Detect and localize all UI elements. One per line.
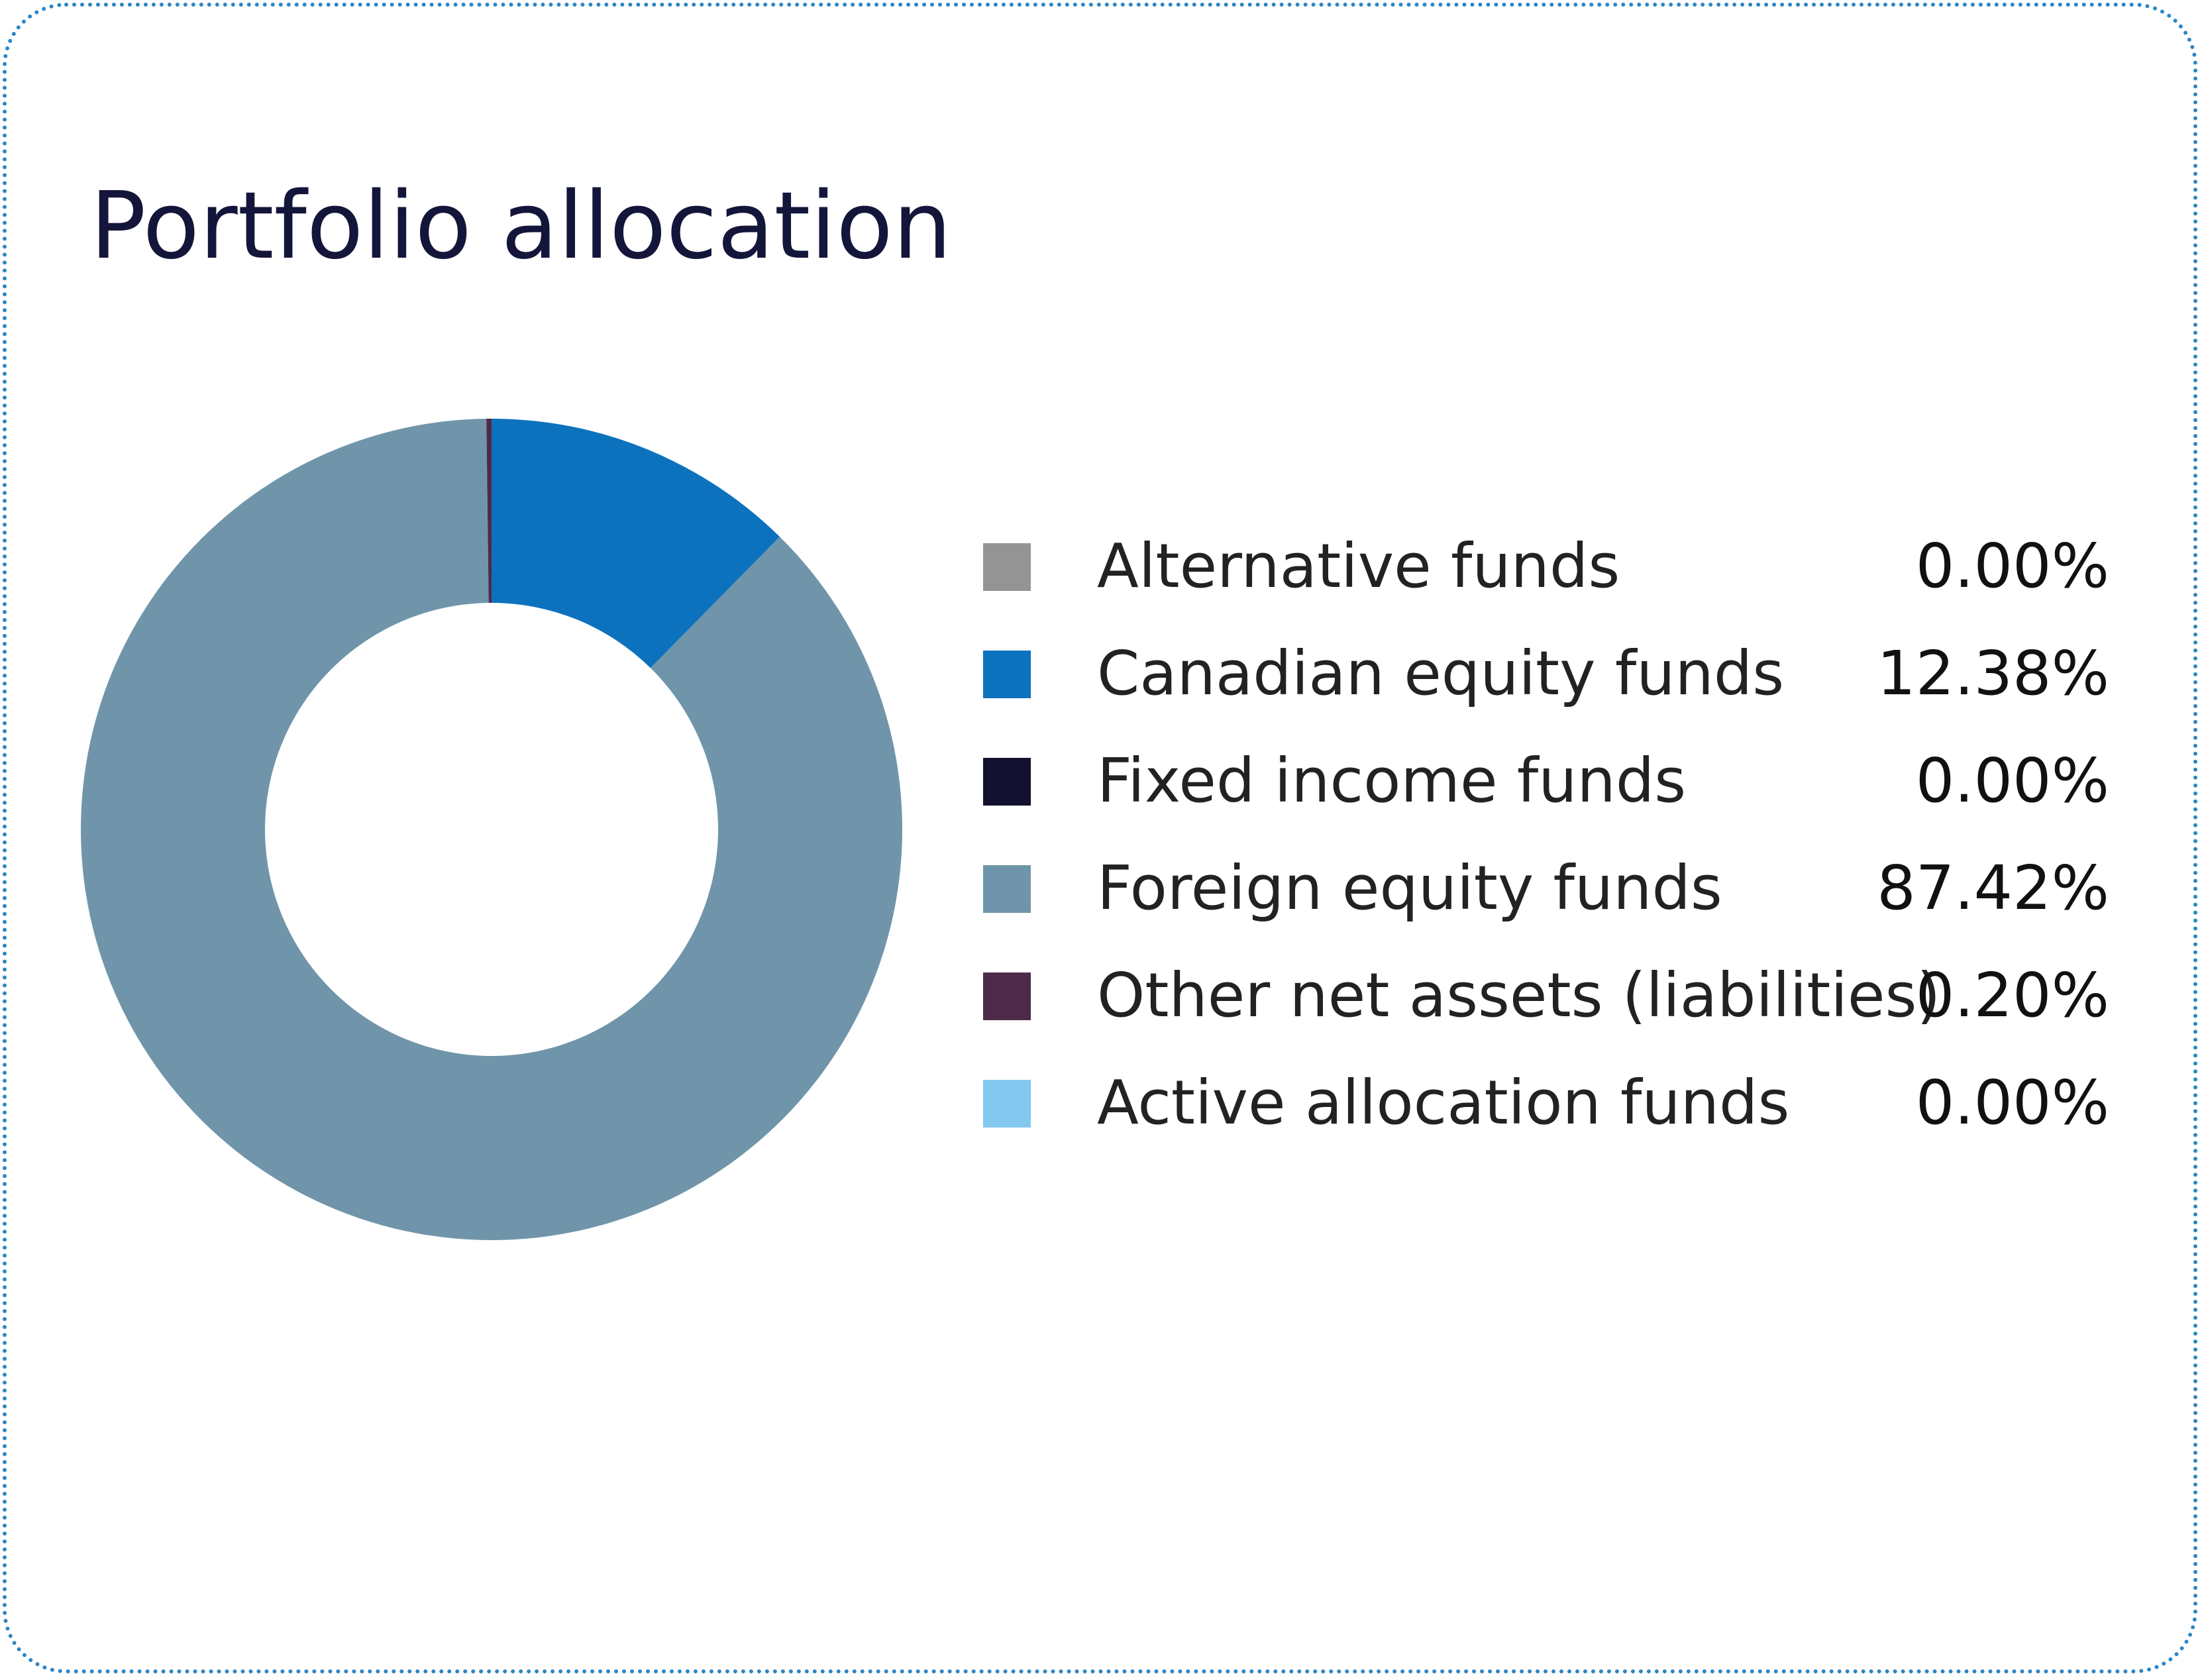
legend-label: Alternative funds <box>1097 531 1620 602</box>
legend-swatch <box>983 651 1031 698</box>
legend-item: Foreign equity funds 87.42% <box>983 839 2109 931</box>
legend-swatch <box>983 758 1031 806</box>
legend-label: Foreign equity funds <box>1097 853 1722 923</box>
legend-value: 12.38% <box>1877 638 2109 709</box>
legend-swatch <box>983 865 1031 913</box>
legend-value: 0.00% <box>1915 745 2109 816</box>
donut-slice-other-net-assets-liabilities <box>486 419 492 604</box>
chart-card <box>3 3 2197 1673</box>
legend-value: 0.00% <box>1915 531 2109 602</box>
legend-item: Other net assets (liabilities) 0.20% <box>983 946 2109 1039</box>
legend-value: 0.00% <box>1915 1067 2109 1138</box>
legend-swatch <box>983 543 1031 591</box>
legend-label: Other net assets (liabilities) <box>1097 960 1941 1031</box>
legend-swatch <box>983 972 1031 1020</box>
legend-label: Canadian equity funds <box>1097 638 1785 709</box>
legend-item: Alternative funds 0.00% <box>983 517 2109 609</box>
legend-item: Canadian equity funds 12.38% <box>983 624 2109 717</box>
legend-value: 87.42% <box>1877 853 2109 923</box>
legend-label: Active allocation funds <box>1097 1067 1790 1138</box>
chart-title: Portfolio allocation <box>90 172 952 280</box>
donut-slice-foreign-equity-funds <box>80 419 902 1240</box>
legend-label: Fixed income funds <box>1097 745 1687 816</box>
legend-value: 0.20% <box>1915 960 2109 1031</box>
legend-item: Fixed income funds 0.00% <box>983 731 2109 824</box>
legend-swatch <box>983 1080 1031 1128</box>
donut-slice-canadian-equity-funds <box>492 419 780 668</box>
legend-item: Active allocation funds 0.00% <box>983 1053 2109 1146</box>
